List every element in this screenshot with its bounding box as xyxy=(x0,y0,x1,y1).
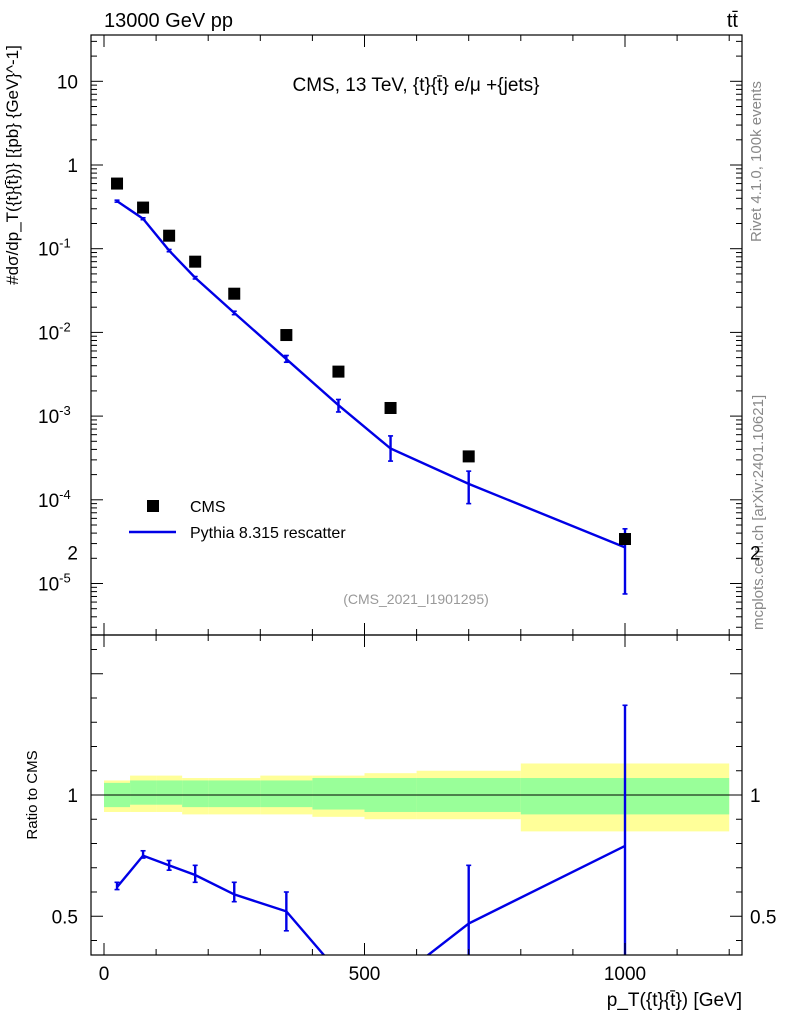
x-tick-label: 1000 xyxy=(604,964,646,985)
ratio-panel: 0.5 0.5 1 1 2 2 0 500 1000 Ratio to CMS xyxy=(24,544,777,986)
cms-data-point xyxy=(462,450,475,463)
main-panel: 10-5 10-4 10-3 10-2 10-1 1 10 CMS, 13 TeV, {t}… xyxy=(3,34,743,636)
band-inner-bin xyxy=(208,780,261,808)
cms-data-point xyxy=(384,401,397,414)
x-tick-label: 500 xyxy=(349,964,381,985)
x-tick-label: 0 xyxy=(99,964,110,985)
mc-line xyxy=(116,200,626,549)
ratio-y-tick-label-right: 1 xyxy=(750,786,761,807)
analysis-watermark: (CMS_2021_I1901295) xyxy=(343,591,489,607)
band-inner-bin xyxy=(130,780,157,805)
mcplots-credit-label: mcplots.cern.ch [arXiv:2401.10621] xyxy=(750,395,767,630)
main-y-tick-label: 1 xyxy=(67,156,78,177)
cms-data-point xyxy=(332,365,345,378)
band-inner-bin xyxy=(182,780,209,808)
ratio-y-axis-label: Ratio to CMS xyxy=(24,750,41,839)
main-y-tick-label: 10 xyxy=(57,72,78,93)
ratio-y-tick-label-left: 0.5 xyxy=(52,907,78,928)
cms-data-point xyxy=(111,177,124,190)
band-inner-bin xyxy=(312,778,365,810)
header-collision-label: 13000 GeV pp xyxy=(104,10,233,32)
header-process-label: tt̄ xyxy=(727,10,739,32)
legend-label-pythia: Pythia 8.315 rescatter xyxy=(190,525,346,542)
main-y-tick-label: 10-4 xyxy=(38,487,71,512)
band-inner-bin xyxy=(260,780,313,808)
legend-marker-cms xyxy=(147,500,159,512)
ratio-y-tick-label-left: 1 xyxy=(67,786,78,807)
main-y-tick-label: 10-1 xyxy=(38,236,71,261)
ratio-y-tick-label-right: 2 xyxy=(750,544,761,565)
legend-label-cms: CMS xyxy=(190,499,226,516)
cms-data-point xyxy=(137,201,150,214)
cms-data-point xyxy=(280,329,293,342)
uncertainty-band-inner xyxy=(104,778,730,815)
main-y-axis-label: #dσ/dp_T({t}{t̄})} [{pb} {GeV}^-1] xyxy=(3,45,22,285)
ratio-y-tick-label-right: 0.5 xyxy=(750,907,776,928)
main-panel-frame xyxy=(90,34,743,636)
x-axis-label: p_T({t}{t̄}) [GeV] xyxy=(607,990,742,1011)
cms-data-point xyxy=(619,533,631,546)
mc-series xyxy=(114,199,628,595)
ratio-line xyxy=(116,844,626,955)
data-series xyxy=(111,177,631,546)
ratio-y-tick-label-left: 2 xyxy=(67,544,78,565)
rivet-version-label: Rivet 4.1.0, 100k events xyxy=(748,81,765,242)
cms-data-point xyxy=(163,229,176,242)
band-inner-bin xyxy=(156,780,183,805)
main-y-tick-label: 10-2 xyxy=(38,319,71,344)
main-axis-ticks: 10-5 10-4 10-3 10-2 10-1 1 10 xyxy=(38,35,742,635)
ratio-series xyxy=(114,704,628,955)
ratio-axis-ticks: 0.5 0.5 1 1 2 2 0 500 1000 xyxy=(52,544,777,986)
main-y-tick-label: 10-3 xyxy=(38,403,71,428)
main-y-tick-label: 10-5 xyxy=(38,571,71,596)
cms-data-point xyxy=(228,287,241,300)
cms-data-point xyxy=(189,255,202,268)
plot-title: CMS, 13 TeV, {t}{t̄} e/μ +{jets} xyxy=(292,75,539,96)
legend: CMS Pythia 8.315 rescatter xyxy=(129,499,346,542)
